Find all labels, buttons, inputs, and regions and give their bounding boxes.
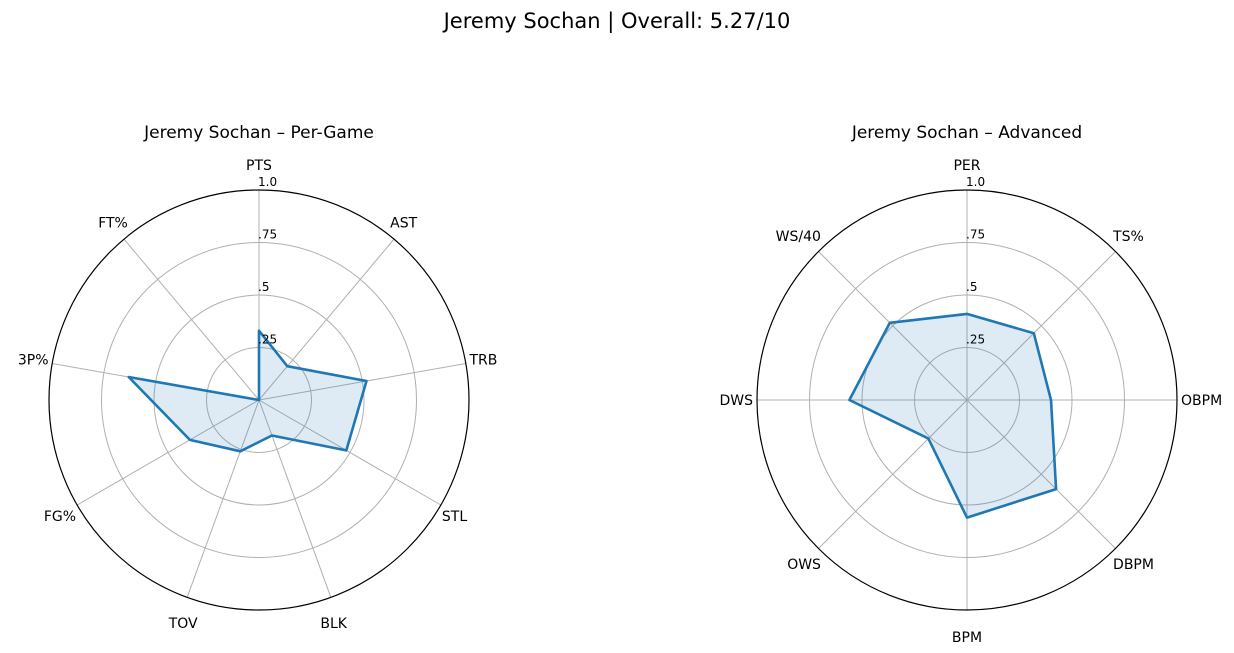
axis-label-stl: STL [442, 509, 467, 525]
axis-label-per: PER [953, 158, 980, 174]
outer-frame [756, 189, 1178, 611]
axis-label-ows: OWS [787, 557, 821, 573]
grid-spoke [258, 399, 442, 506]
radial-tick-label: 1.0 [258, 175, 277, 189]
axis-label-ts-: TS% [1112, 229, 1144, 245]
figure-title: Jeremy Sochan | Overall: 5.27/10 [443, 9, 791, 33]
radial-tick-label: .25 [966, 333, 985, 347]
series-fill [849, 313, 1057, 518]
axis-label-ft-: FT% [98, 215, 128, 231]
grid-spoke [258, 363, 466, 401]
grid-spoke [258, 238, 395, 401]
axis-label-ast: AST [390, 215, 417, 231]
axis-label-obpm: OBPM [1181, 393, 1222, 409]
grid-spoke [966, 399, 1116, 549]
radial-tick-label: 1.0 [966, 175, 985, 189]
radial-tick-label: .5 [258, 280, 269, 294]
outer-frame [48, 189, 470, 611]
chart-title-per-game: Jeremy Sochan – Per-Game [143, 123, 374, 143]
axis-label-ws-40: WS/40 [776, 229, 821, 245]
axis-label-dws: DWS [719, 393, 753, 409]
axis-label-trb: TRB [468, 353, 497, 369]
radial-tick-label: .75 [258, 228, 277, 242]
chart-title-advanced: Jeremy Sochan – Advanced [851, 123, 1082, 143]
axis-label-tov: TOV [168, 616, 198, 632]
radial-tick-label: .75 [966, 228, 985, 242]
grid-spoke [818, 251, 968, 401]
axis-label-3p-: 3P% [18, 353, 49, 369]
grid-spoke [818, 399, 968, 549]
grid-spoke [186, 399, 260, 598]
grid-spoke [966, 251, 1116, 401]
grid-spoke [123, 238, 260, 401]
axis-label-fg-: FG% [44, 509, 76, 525]
series-fill [128, 330, 367, 452]
axis-label-bpm: BPM [952, 630, 982, 646]
grid-spoke [76, 399, 260, 506]
axis-label-blk: BLK [320, 616, 347, 632]
axis-label-pts: PTS [246, 158, 272, 174]
grid-spoke [258, 399, 332, 598]
radial-tick-label: .5 [966, 280, 977, 294]
axis-label-dbpm: DBPM [1113, 557, 1154, 573]
radial-tick-label: .25 [258, 333, 277, 347]
series-line [127, 329, 368, 453]
